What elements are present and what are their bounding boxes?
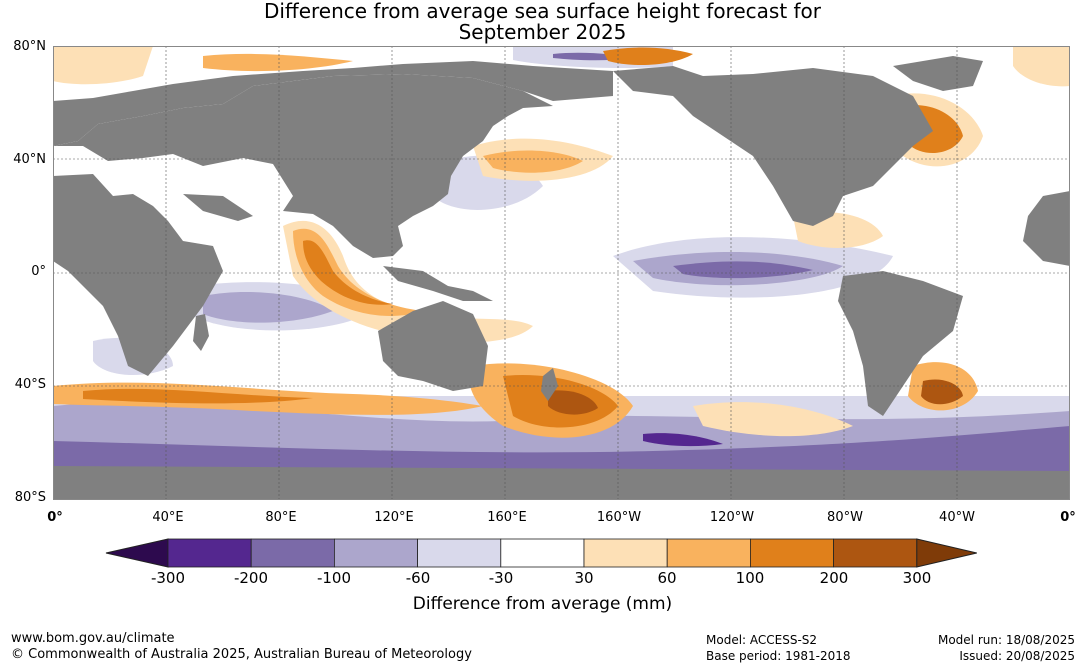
colorbar-extend-min <box>105 538 169 568</box>
model-run-date: Model run: 18/08/2025 <box>937 633 1075 647</box>
south-america <box>838 271 963 416</box>
map-title-line-1: Difference from average sea surface heig… <box>263 0 822 23</box>
colorbar-tick-label: 200 <box>819 569 849 587</box>
colorbar-cell <box>500 538 585 568</box>
lat-label-40n: 40°N <box>13 152 46 167</box>
website-link[interactable]: www.bom.gov.au/climate <box>11 631 175 646</box>
north-america <box>613 66 933 226</box>
eurasia <box>53 74 553 258</box>
antarctica <box>53 466 1070 500</box>
colorbar-cell <box>250 538 335 568</box>
lon-label-0-west: 0° <box>47 510 63 525</box>
colorbar-tick-label: -60 <box>405 569 431 587</box>
eurasia-north <box>53 61 613 146</box>
australia <box>378 301 488 391</box>
colorbar-tick-label: 60 <box>657 569 677 587</box>
base-period: Base period: 1981-2018 <box>706 649 851 663</box>
arabia <box>183 194 253 221</box>
colorbar-cell <box>167 538 252 568</box>
lon-label-120w: 120°W <box>709 510 755 525</box>
colorbar-cell <box>417 538 502 568</box>
colorbar-extend-max <box>916 538 977 568</box>
colorbar-tick-label: -300 <box>150 569 186 587</box>
land-masses <box>53 56 1070 500</box>
lat-label-80s: 80°S <box>14 490 46 505</box>
graticule <box>53 46 1070 500</box>
colorbar <box>105 538 977 568</box>
sea-surface-height-map <box>53 46 1070 500</box>
colorbar-tick-label: 30 <box>574 569 594 587</box>
colorbar-label: Difference from average (mm) <box>412 594 673 614</box>
lon-label-0-east: 0° <box>1060 510 1076 525</box>
lat-label-0: 0° <box>31 264 46 279</box>
new-zealand <box>541 368 558 401</box>
indonesia <box>383 266 493 301</box>
lon-label-160e: 160°E <box>487 510 527 525</box>
lat-label-80n: 80°N <box>13 39 46 54</box>
colorbar-cell <box>583 538 668 568</box>
colorbar-cell <box>833 538 918 568</box>
colorbar-cell <box>666 538 751 568</box>
colorbar-tick-label: 100 <box>735 569 765 587</box>
colorbar-tick-label: -100 <box>316 569 352 587</box>
africa-west <box>1023 191 1070 266</box>
map-title-line-2: September 2025 <box>458 20 627 44</box>
lon-label-40e: 40°E <box>152 510 184 525</box>
greenland <box>893 56 983 91</box>
colorbar-tick-label: -200 <box>233 569 269 587</box>
map-frame <box>53 46 1070 500</box>
issued-date: Issued: 20/08/2025 <box>959 649 1075 663</box>
colorbar-tick-label: 300 <box>902 569 932 587</box>
madagascar <box>193 314 209 351</box>
lon-label-80w: 80°W <box>827 510 863 525</box>
colorbar-cell <box>750 538 835 568</box>
lon-label-120e: 120°E <box>374 510 414 525</box>
africa-east <box>53 174 223 376</box>
lon-label-160w: 160°W <box>596 510 642 525</box>
lon-label-40w: 40°W <box>939 510 975 525</box>
lon-label-80e: 80°E <box>265 510 297 525</box>
lat-label-40s: 40°S <box>14 377 46 392</box>
colorbar-cell <box>333 538 418 568</box>
colorbar-tick-label: -30 <box>488 569 514 587</box>
model-name: Model: ACCESS-S2 <box>706 633 818 647</box>
copyright-text: © Commonwealth of Australia 2025, Austra… <box>11 647 472 662</box>
